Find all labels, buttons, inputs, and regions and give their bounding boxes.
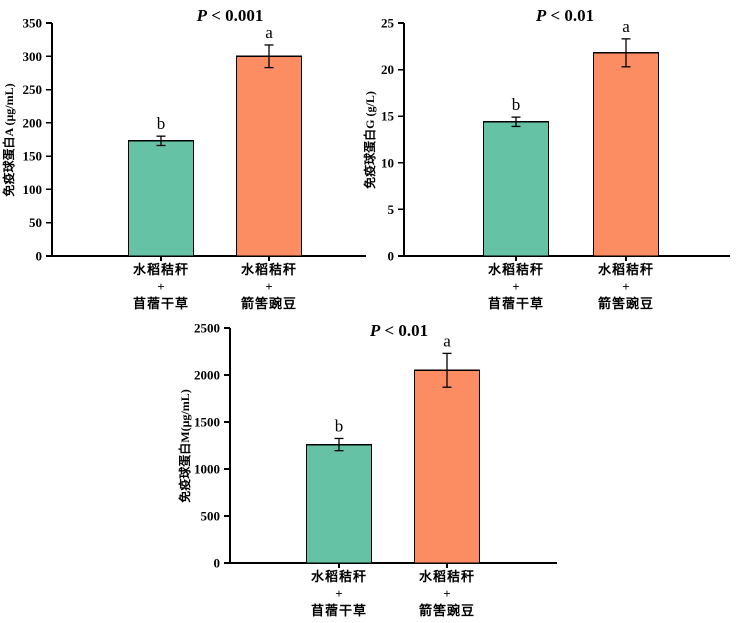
p-value-title: P < 0.01 [535,6,594,25]
x-category-label: 箭筈豌豆 [241,296,297,311]
x-category-plus: + [335,586,342,601]
bar [305,443,373,564]
y-tick-label: 0 [36,249,43,264]
y-tick-label: 350 [23,16,43,31]
significance-letter: b [157,114,166,133]
x-category-label: 水稻秸秆 [311,569,367,584]
x-category-label: 水稻秸秆 [598,262,654,277]
chart-igm: 0 500 1000 1500 2000 2500 P < 0.01 免疫球蛋白M(μg/mL… [177,321,557,618]
x-category-label: 水稻秸秆 [133,262,189,277]
x-category-plus: + [512,279,519,294]
y-axis-title: 免疫球蛋白M(μg/mL) [177,389,192,502]
x-category-label: 苜蓿干草 [133,296,189,311]
x-category-label: 水稻秸秆 [488,262,544,277]
chart-iga: 0 50 100 150 200 250 300 350 P < 0.001 免疫球蛋白A (μg… [1,6,366,311]
y-tick-label: 50 [29,215,42,230]
x-category-label: 苜蓿干草 [311,603,367,618]
x-category-plus: + [622,279,629,294]
y-tick-label: 200 [23,115,43,130]
bar [127,140,195,257]
y-tick-label: 1500 [194,415,220,430]
chart-igg: 0 5 10 15 20 25 P < 0.01 免疫球蛋白G (g/L) b 水稻秸秆 + 苜蓿干草… [362,6,730,311]
x-category-plus: + [443,586,450,601]
y-tick-label: 5 [388,202,395,217]
x-category-plus: + [265,279,272,294]
bar [235,55,303,257]
x-category-label: 水稻秸秆 [241,262,297,277]
y-axis-title: 免疫球蛋白A (μg/mL) [1,83,16,196]
y-tick-label: 0 [214,556,221,571]
x-category-plus: + [157,279,164,294]
y-axis-title: 免疫球蛋白G (g/L) [362,91,377,189]
x-category-label: 箭筈豌豆 [419,603,475,618]
y-tick-label: 25 [381,16,395,31]
x-category-label: 箭筈豌豆 [598,296,654,311]
bar [482,121,550,257]
y-tick-label: 500 [201,509,221,524]
y-tick-label: 15 [381,109,395,124]
significance-letter: a [443,331,451,350]
x-category-label: 苜蓿干草 [488,296,544,311]
significance-letter: b [335,416,344,435]
y-tick-label: 100 [23,182,43,197]
p-value-title: P < 0.01 [369,321,428,340]
y-tick-label: 1000 [194,462,220,477]
y-tick-label: 150 [23,149,43,164]
y-tick-label: 20 [381,62,394,77]
y-tick-label: 300 [23,49,43,64]
significance-letter: a [622,17,630,36]
bar [413,369,481,564]
y-tick-label: 10 [381,155,394,170]
y-tick-label: 0 [388,249,395,264]
y-tick-label: 2000 [194,368,220,383]
y-tick-label: 2500 [194,321,220,336]
significance-letter: b [512,95,521,114]
bar [592,52,660,257]
significance-letter: a [265,23,273,42]
x-category-label: 水稻秸秆 [419,569,475,584]
y-tick-label: 250 [23,82,43,97]
p-value-title: P < 0.001 [196,6,264,25]
